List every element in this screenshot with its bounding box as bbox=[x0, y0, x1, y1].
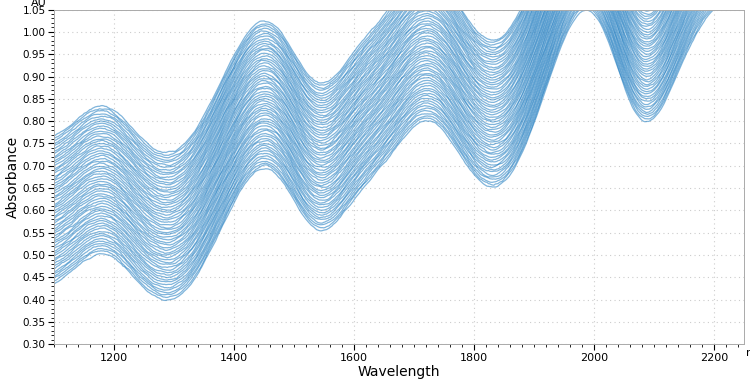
Text: AU: AU bbox=[32, 0, 47, 8]
X-axis label: Wavelength: Wavelength bbox=[358, 365, 440, 380]
Y-axis label: Absorbance: Absorbance bbox=[5, 136, 20, 218]
Text: nm: nm bbox=[746, 348, 750, 358]
